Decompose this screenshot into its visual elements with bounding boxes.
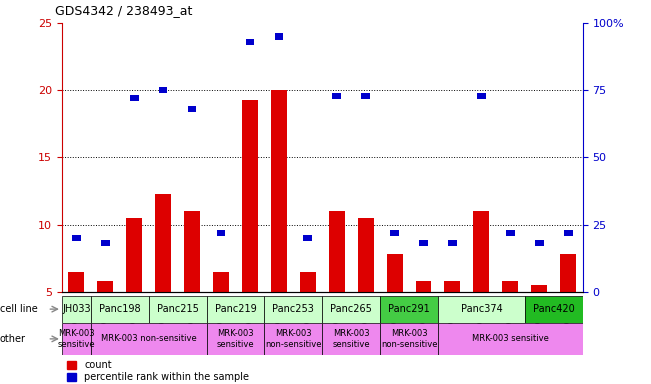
Bar — [303, 235, 312, 241]
Bar — [148, 296, 206, 323]
Legend: count, percentile rank within the sample: count, percentile rank within the sample — [66, 360, 249, 382]
Bar — [506, 230, 515, 236]
Bar — [473, 211, 490, 292]
Bar — [415, 281, 432, 292]
Bar — [448, 240, 457, 247]
Text: GDS4342 / 238493_at: GDS4342 / 238493_at — [55, 4, 193, 17]
Bar — [242, 100, 258, 292]
Text: MRK-003
sensitive: MRK-003 sensitive — [333, 329, 370, 349]
Bar — [531, 285, 547, 292]
Text: other: other — [0, 334, 26, 344]
Bar — [445, 281, 460, 292]
Bar — [419, 240, 428, 247]
Bar — [62, 296, 90, 323]
Text: Panc265: Panc265 — [330, 304, 372, 314]
Bar — [72, 235, 81, 241]
Bar — [561, 254, 576, 292]
Bar — [380, 323, 438, 355]
Bar — [333, 93, 341, 99]
Bar — [271, 90, 287, 292]
Text: cell line: cell line — [0, 304, 38, 314]
Bar — [477, 93, 486, 99]
Bar — [68, 272, 84, 292]
Bar — [264, 323, 322, 355]
Bar — [130, 95, 139, 101]
Bar — [126, 218, 142, 292]
Bar — [62, 323, 90, 355]
Bar — [438, 323, 583, 355]
Bar — [264, 296, 322, 323]
Bar — [206, 323, 264, 355]
Bar — [322, 323, 380, 355]
Text: Panc420: Panc420 — [533, 304, 575, 314]
Bar — [525, 296, 583, 323]
Bar — [159, 87, 167, 93]
Bar — [503, 281, 518, 292]
Bar — [322, 296, 380, 323]
Bar — [184, 211, 200, 292]
Bar — [390, 230, 399, 236]
Text: Panc374: Panc374 — [460, 304, 503, 314]
Bar — [206, 296, 264, 323]
Bar — [187, 106, 197, 112]
Text: MRK-003
sensitive: MRK-003 sensitive — [57, 329, 95, 349]
Text: Panc253: Panc253 — [272, 304, 314, 314]
Text: Panc219: Panc219 — [215, 304, 256, 314]
Text: Panc215: Panc215 — [157, 304, 199, 314]
Bar — [217, 230, 225, 236]
Bar — [380, 296, 438, 323]
Bar — [90, 323, 206, 355]
Text: Panc198: Panc198 — [99, 304, 141, 314]
Text: Panc291: Panc291 — [388, 304, 430, 314]
Bar — [535, 240, 544, 247]
Bar — [97, 281, 113, 292]
Text: MRK-003
non-sensitive: MRK-003 non-sensitive — [381, 329, 437, 349]
Bar — [361, 93, 370, 99]
Text: MRK-003 non-sensitive: MRK-003 non-sensitive — [101, 334, 197, 343]
Bar — [300, 272, 316, 292]
Bar — [357, 218, 374, 292]
Bar — [438, 296, 525, 323]
Bar — [90, 296, 148, 323]
Bar — [329, 211, 344, 292]
Bar — [564, 230, 572, 236]
Text: JH033: JH033 — [62, 304, 90, 314]
Text: MRK-003 sensitive: MRK-003 sensitive — [472, 334, 549, 343]
Bar — [213, 272, 229, 292]
Bar — [101, 240, 109, 247]
Bar — [245, 39, 255, 45]
Bar — [275, 33, 283, 40]
Text: MRK-003
non-sensitive: MRK-003 non-sensitive — [265, 329, 322, 349]
Bar — [387, 254, 402, 292]
Bar — [155, 194, 171, 292]
Text: MRK-003
sensitive: MRK-003 sensitive — [217, 329, 255, 349]
